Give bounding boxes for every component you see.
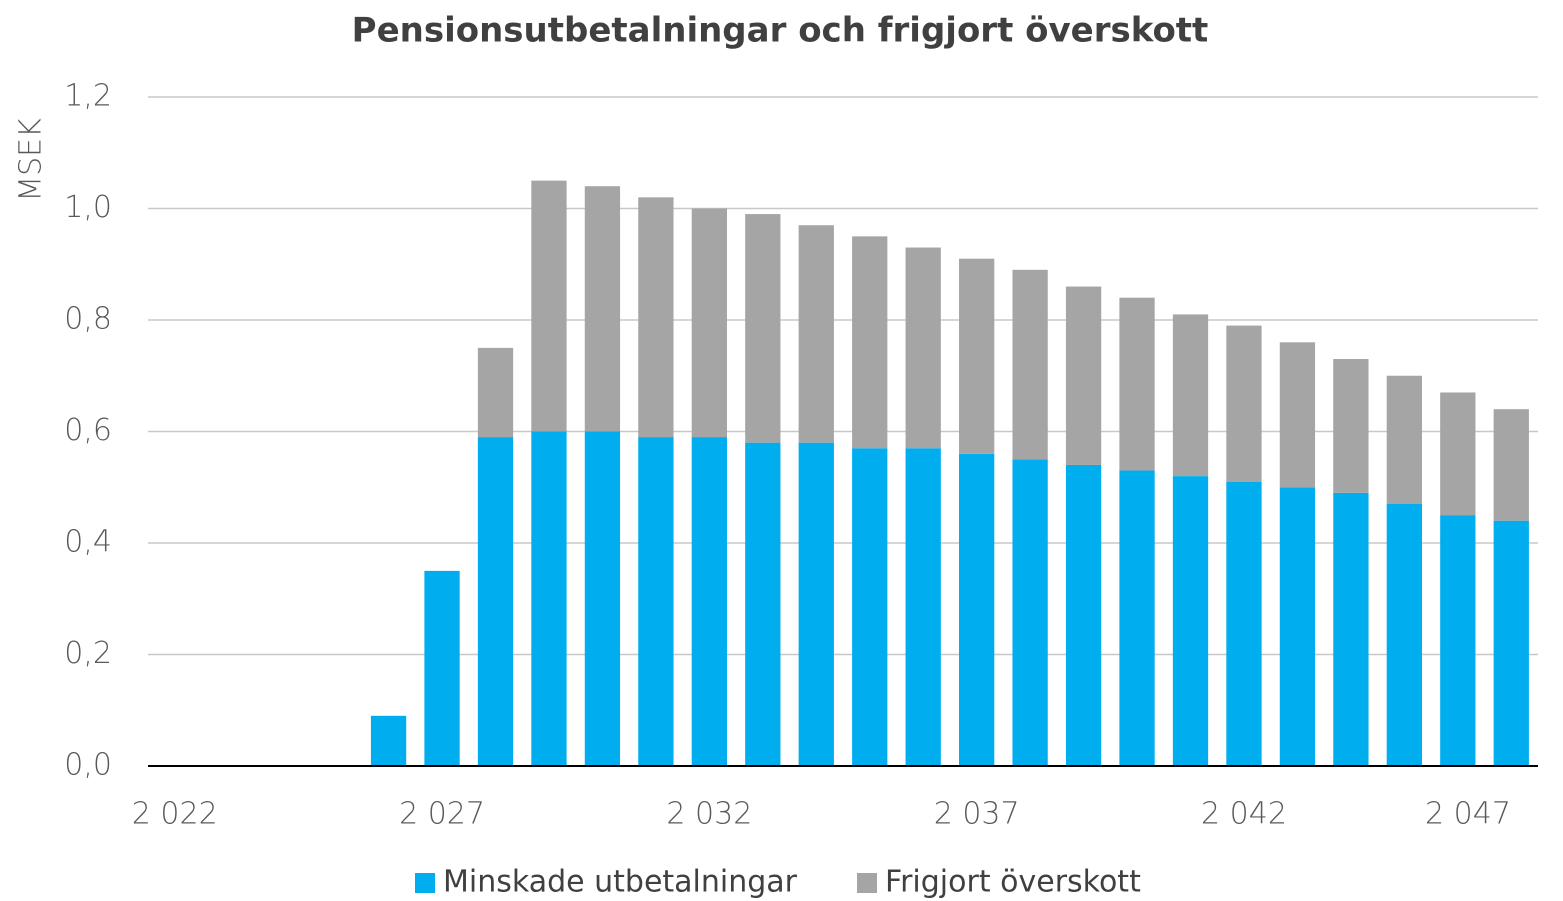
bar xyxy=(959,453,995,766)
legend-label: Minskade utbetalningar xyxy=(443,865,798,900)
bar xyxy=(798,225,834,443)
bar xyxy=(691,208,727,438)
bar xyxy=(852,448,888,766)
x-tick-label: 2 032 xyxy=(666,797,752,832)
bar xyxy=(1440,392,1476,516)
legend-label: Frigjort överskott xyxy=(885,865,1141,900)
bar xyxy=(1333,359,1369,493)
bar xyxy=(1333,492,1369,766)
bar xyxy=(1386,503,1422,766)
y-axis-label: MSEK xyxy=(14,118,49,202)
bar xyxy=(1119,297,1155,471)
legend-swatch xyxy=(857,873,878,893)
bar xyxy=(1386,375,1422,504)
bar xyxy=(424,570,460,766)
x-tick-label: 2 042 xyxy=(1201,797,1287,832)
bar xyxy=(745,214,781,443)
bar xyxy=(1493,409,1529,521)
y-tick-label: 0,4 xyxy=(64,525,112,560)
y-tick-label: 0,0 xyxy=(64,748,112,783)
bar xyxy=(638,197,674,438)
bar xyxy=(531,180,567,432)
bar xyxy=(745,442,781,766)
x-tick-label: 2 027 xyxy=(399,797,485,832)
bar xyxy=(1012,459,1048,766)
legend-swatch xyxy=(415,873,435,893)
bar xyxy=(691,437,727,766)
y-tick-label: 1,0 xyxy=(64,190,112,225)
bar xyxy=(1012,269,1048,460)
x-tick-label: 2 022 xyxy=(132,797,218,832)
bar xyxy=(370,715,407,766)
y-tick-label: 0,6 xyxy=(64,413,112,448)
bar xyxy=(638,437,674,766)
bar xyxy=(1279,487,1316,766)
bar xyxy=(1172,476,1209,766)
bar xyxy=(584,431,621,766)
bar xyxy=(798,442,834,766)
bar xyxy=(477,437,514,766)
bar xyxy=(959,258,995,454)
bar xyxy=(1172,314,1209,477)
chart-title: Pensionsutbetalningar och frigjort övers… xyxy=(352,11,1209,51)
bar xyxy=(1226,325,1262,482)
bar xyxy=(1279,342,1316,488)
bar xyxy=(1065,286,1102,465)
y-tick-label: 0,8 xyxy=(64,302,112,337)
x-tick-label: 2 047 xyxy=(1425,797,1511,832)
y-tick-label: 0,2 xyxy=(64,636,112,671)
bar xyxy=(1065,464,1102,766)
bar xyxy=(531,431,567,766)
bar xyxy=(1119,470,1155,766)
bar xyxy=(852,236,888,449)
bar xyxy=(1493,520,1529,766)
bar xyxy=(1226,481,1262,766)
bar xyxy=(905,448,941,766)
y-tick-label: 1,2 xyxy=(64,79,112,114)
x-tick-label: 2 037 xyxy=(934,797,1020,832)
bar xyxy=(477,347,514,438)
bar xyxy=(1440,515,1476,766)
bar xyxy=(905,247,941,449)
bar xyxy=(584,186,621,432)
